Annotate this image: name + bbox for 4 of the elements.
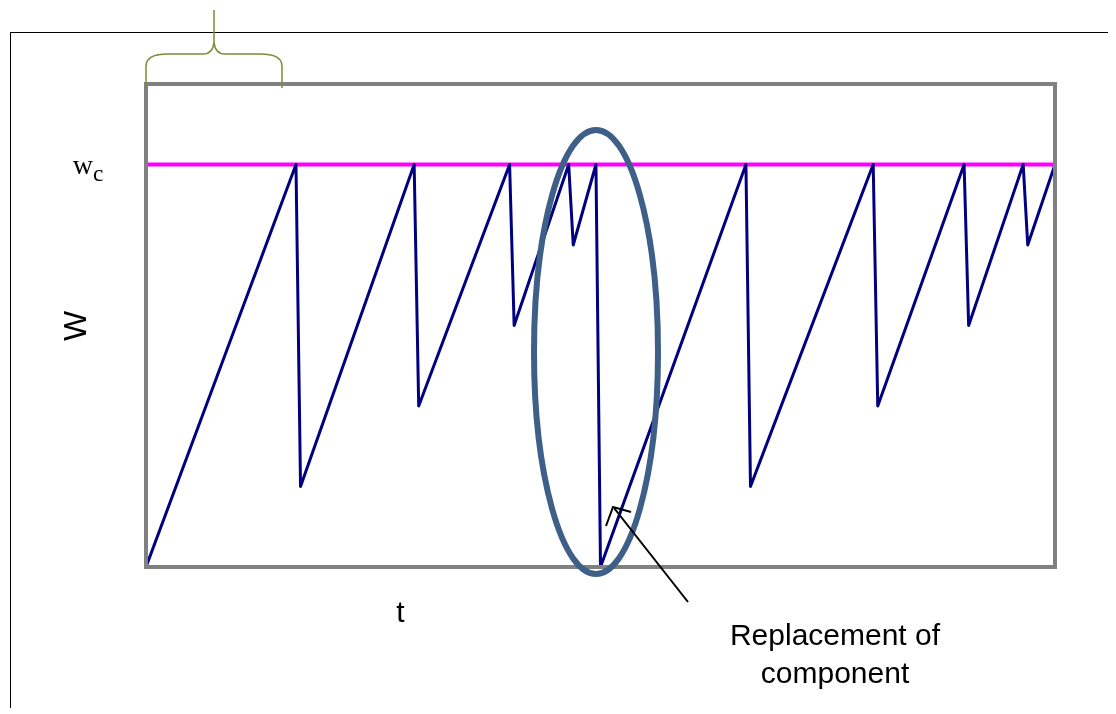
y-axis-title: W — [56, 309, 94, 343]
x-axis-title: t — [395, 595, 406, 629]
ref-line-label: w$_{c}$ — [71, 147, 105, 186]
text: Replacement of component — [728, 617, 942, 691]
